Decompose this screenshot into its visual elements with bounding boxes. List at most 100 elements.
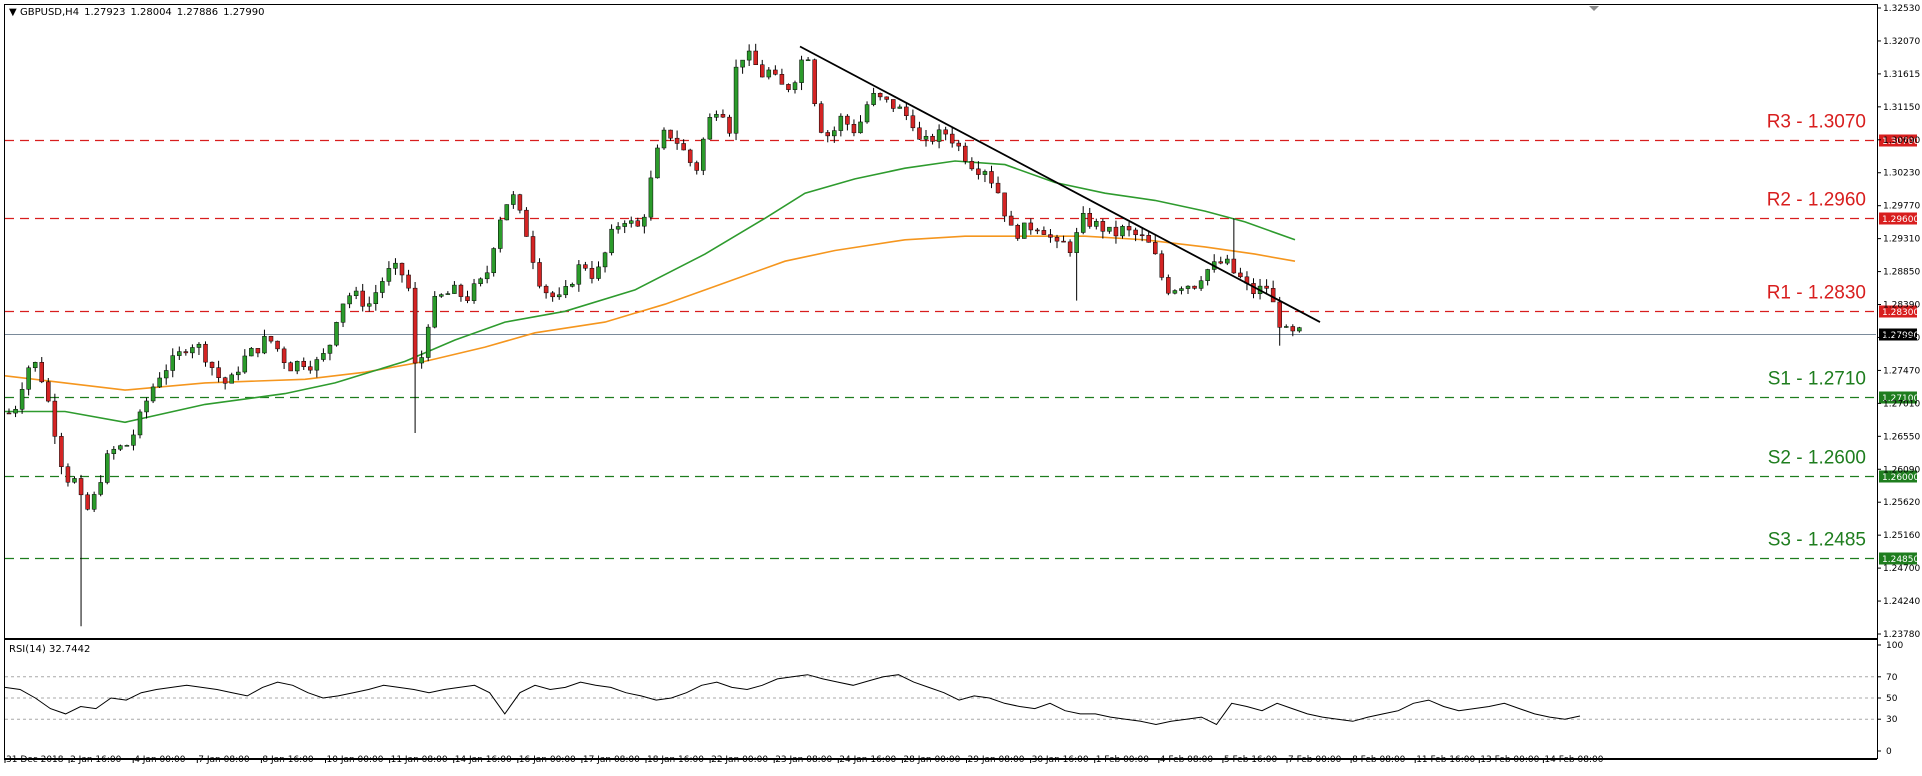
candle-body [52, 400, 58, 437]
level-tag-bg-r3 [1879, 134, 1917, 147]
candle-body [399, 262, 405, 276]
candle-body [46, 381, 51, 402]
level-tag-bg-s1 [1879, 391, 1917, 404]
candle-body [1120, 226, 1125, 237]
candle-body [39, 362, 44, 383]
candle-body [163, 370, 169, 379]
candle-body [714, 114, 719, 118]
candle-body [982, 171, 988, 175]
candle-body [766, 69, 772, 78]
candle-body [576, 264, 582, 285]
candle-body [498, 219, 503, 249]
candle-body [1166, 277, 1171, 294]
y-tick-label: 1.31150 [1883, 103, 1920, 113]
candle-body [373, 292, 379, 304]
candle-body [294, 360, 300, 372]
candle-body [884, 96, 889, 100]
candle-body [511, 194, 516, 205]
candle-body [465, 296, 470, 301]
level-tag-bg-r2 [1879, 212, 1917, 225]
candle-body [124, 445, 130, 447]
y-tick-label: 1.28390 [1883, 301, 1920, 311]
candle-body [1277, 301, 1282, 328]
candle-body [353, 290, 359, 296]
candle-body [360, 290, 365, 307]
candle-body [1198, 280, 1204, 289]
candle-body [995, 182, 1001, 194]
y-tick-label: 1.23780 [1883, 630, 1920, 640]
level-label-s1: S1 - 1.2710 [1768, 369, 1866, 390]
scroll-marker-icon[interactable] [1589, 6, 1599, 11]
candle-body [321, 353, 326, 360]
candle-body [1022, 222, 1027, 239]
candle-body [183, 351, 189, 354]
candle-body [949, 133, 955, 144]
candle-body [432, 296, 437, 328]
candle-body [1074, 232, 1079, 253]
level-tag-s3: 1.24850 [1882, 555, 1919, 565]
candle-body [65, 466, 71, 483]
candle-body [262, 336, 267, 354]
y-tick-label: 1.24240 [1883, 597, 1920, 607]
candle-body [386, 268, 392, 282]
candle-body [779, 74, 785, 85]
candle-body [1172, 290, 1178, 294]
level-tag-s2: 1.26000 [1882, 473, 1919, 483]
candle-body [799, 59, 804, 83]
candle-body [917, 127, 922, 140]
candle-body [255, 348, 261, 354]
candle-body [543, 285, 549, 294]
symbol-header-icon: ▼ [9, 7, 17, 18]
candle-body [504, 204, 510, 221]
y-tick-label: 1.25620 [1883, 498, 1920, 508]
level-tag-bg-s3 [1879, 552, 1917, 565]
level-tag-s1: 1.27100 [1882, 394, 1919, 404]
candle-body [1008, 215, 1014, 226]
y-tick-label: 1.29770 [1883, 202, 1920, 212]
moving-average-green [5, 160, 1296, 424]
candle-body [596, 266, 601, 279]
candle-body [439, 294, 444, 297]
candle-body [563, 286, 568, 296]
candle-body [989, 171, 994, 184]
y-tick-label: 1.27010 [1883, 399, 1920, 409]
price-panel-frame [4, 4, 1878, 639]
candle-body [786, 84, 791, 90]
rsi-tick-label: 70 [1886, 673, 1898, 683]
y-tick-label: 1.32530 [1883, 4, 1920, 14]
candle-body [570, 283, 575, 287]
candle-body [170, 355, 175, 371]
candle-body [1113, 226, 1119, 237]
candle-body [314, 359, 320, 371]
candle-body [943, 129, 948, 135]
candle-body [760, 64, 765, 78]
candle-body [609, 228, 614, 254]
candle-body [229, 374, 234, 384]
candle-body [910, 115, 916, 129]
candle-body [1048, 234, 1053, 238]
rsi-tick-label: 50 [1886, 694, 1898, 704]
candle-body [275, 340, 280, 350]
candle-body [1094, 221, 1099, 227]
candle-body [707, 117, 713, 140]
candle-body [1297, 327, 1302, 332]
candle-body [425, 326, 431, 358]
level-label-s2: S2 - 1.2600 [1768, 448, 1866, 469]
candle-body [393, 262, 398, 269]
candle-body [1264, 285, 1269, 289]
trendline[interactable] [799, 45, 1321, 323]
y-tick-label: 1.25160 [1883, 531, 1920, 541]
candle-body [740, 59, 745, 68]
candle-body [773, 69, 778, 75]
candle-body [1015, 224, 1020, 239]
candle-body [222, 377, 228, 384]
candle-body [792, 82, 798, 90]
candle-body [1290, 326, 1296, 332]
candle-body [334, 322, 339, 346]
candle-body [216, 367, 221, 378]
candle-body [904, 106, 909, 117]
candle-body [6, 412, 12, 415]
candle-body [105, 453, 110, 483]
